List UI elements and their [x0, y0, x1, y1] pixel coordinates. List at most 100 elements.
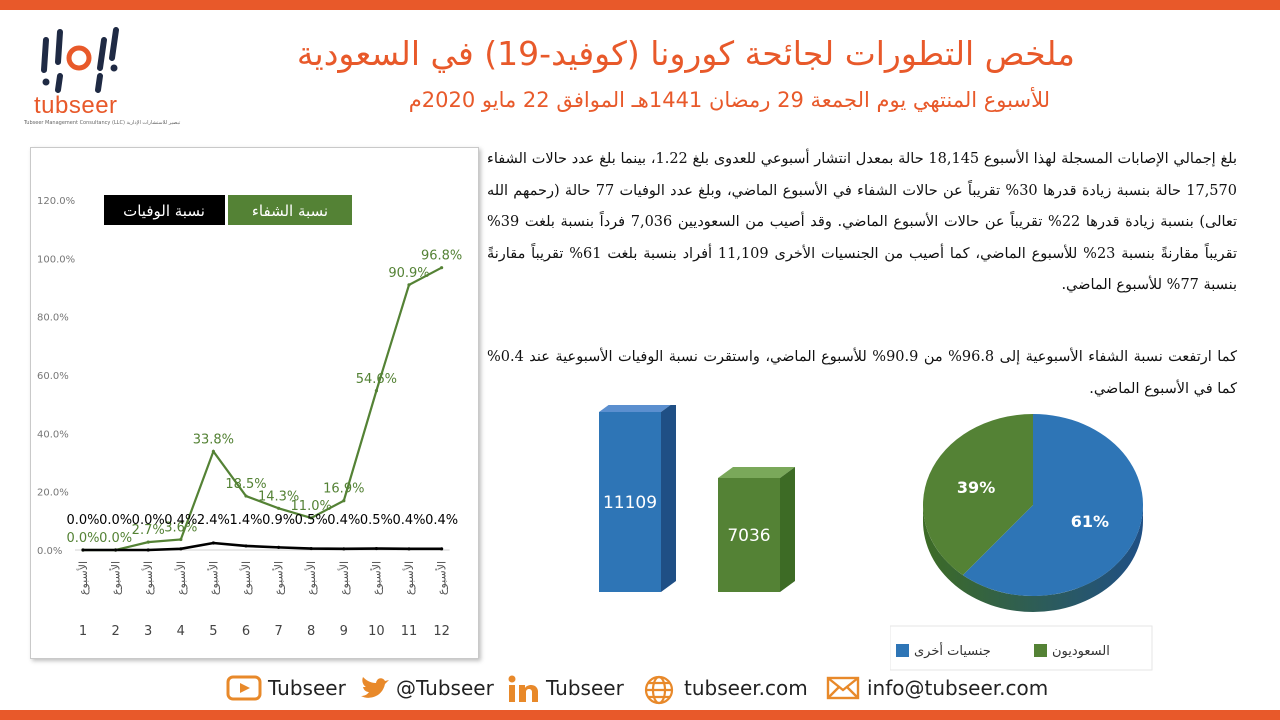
death-rate-point: [244, 544, 248, 548]
legend-death-label: نسبة الوفيات: [123, 202, 205, 220]
death-rate-point: [146, 548, 150, 552]
recovery-rate-point: [244, 494, 248, 498]
x-tick-number: 2: [111, 624, 119, 639]
bar-side-face: [780, 466, 795, 592]
footer-email[interactable]: info@tubseer.com: [867, 676, 1049, 700]
recovery-rate-point: [146, 540, 150, 544]
bottom-border: [0, 710, 1280, 720]
x-tick-number: 6: [242, 624, 250, 639]
x-tick-number: 8: [307, 624, 315, 639]
mail-icon[interactable]: [826, 674, 860, 702]
recovery-rate-point: [277, 506, 281, 510]
death-rate-label: 2.4%: [197, 513, 230, 528]
pie-slice: [923, 414, 1033, 576]
legend-saudi-swatch: [1034, 644, 1047, 657]
x-tick-week-label: الأسبوع: [435, 561, 449, 595]
recovery-rate-label: 18.5%: [225, 477, 266, 492]
x-tick-number: 5: [209, 624, 217, 639]
recovery-rate-point: [440, 266, 444, 270]
death-rate-point: [81, 548, 85, 552]
page-title: ملخص التطورات لجائحة كورونا (كوفيد-19) ف…: [296, 34, 1075, 73]
legend-death-swatch: [104, 195, 225, 225]
recovery-rate-label: 90.9%: [388, 266, 429, 281]
y-tick-label: 80.0%: [37, 313, 69, 324]
footer-twitter-handle[interactable]: @Tubseer: [396, 676, 494, 700]
pie-slice: [962, 414, 1143, 596]
death-rate-line: [83, 541, 442, 552]
brand-name: tubseer: [34, 92, 118, 119]
death-rate-point: [211, 541, 215, 545]
linkedin-icon[interactable]: [507, 674, 541, 704]
death-rate-label: 0.4%: [164, 513, 197, 528]
x-tick-week-label: الأسبوع: [369, 561, 383, 595]
recovery-rate-label: 11.0%: [291, 499, 332, 514]
x-tick-number: 10: [368, 624, 385, 639]
brand-tagline: Tubseer Management Consultancy (LLC) تبص…: [24, 120, 181, 126]
x-tick-number: 7: [274, 624, 282, 639]
x-tick-week-label: الأسبوع: [304, 561, 318, 595]
x-tick-number: 3: [144, 624, 152, 639]
death-rate-point: [114, 548, 118, 552]
death-rate-label: 0.4%: [392, 513, 425, 528]
x-tick-week-label: الأسبوع: [76, 561, 90, 595]
footer-linkedin-handle[interactable]: Tubseer: [546, 676, 624, 700]
youtube-icon[interactable]: [226, 674, 262, 702]
death-rate-label: 0.4%: [425, 513, 458, 528]
death-rate-label: 1.4%: [229, 513, 262, 528]
death-rate-label: 0.9%: [262, 513, 295, 528]
recovery-rate-point: [211, 449, 215, 454]
pie-legend-box: [890, 625, 1153, 671]
bar-top-face: [718, 466, 795, 478]
legend-others-swatch: [896, 644, 909, 657]
y-tick-label: 60.0%: [37, 371, 69, 382]
x-tick-number: 9: [340, 624, 348, 639]
bar-value-label: 7036: [727, 526, 770, 546]
death-rate-label: 0.0%: [66, 513, 99, 528]
twitter-icon[interactable]: [358, 674, 392, 702]
recovery-rate-label: 2.7%: [132, 523, 165, 538]
bar-value-label: 11109: [603, 493, 657, 513]
recovery-rate-label: 14.3%: [258, 489, 299, 504]
bar: [718, 477, 780, 592]
death-rate-point: [407, 547, 411, 551]
footer-youtube-handle[interactable]: Tubseer: [268, 676, 346, 700]
death-rate-point: [179, 547, 183, 551]
recovery-rate-label: 54.6%: [356, 372, 397, 387]
recovery-rate-label: 0.0%: [99, 531, 132, 546]
x-tick-week-label: الأسبوع: [206, 561, 220, 595]
y-tick-label: 40.0%: [37, 429, 69, 440]
recovery-rate-label: 0.0%: [66, 531, 99, 546]
bar: [599, 412, 661, 592]
legend-others-label: جنسيات أخرى: [914, 642, 991, 659]
death-rate-point: [277, 545, 281, 549]
death-rate-label: 0.0%: [132, 513, 165, 528]
x-tick-week-label: الأسبوع: [174, 561, 188, 595]
death-rate-label: 0.0%: [99, 513, 132, 528]
page-subtitle: للأسبوع المنتهي يوم الجمعة 29 رمضان 1441…: [408, 88, 1050, 112]
globe-icon[interactable]: [643, 674, 675, 706]
legend-recovery-swatch: [228, 195, 352, 225]
legend-recovery-label: نسبة الشفاء: [252, 202, 328, 220]
x-tick-week-label: الأسبوع: [239, 561, 253, 595]
x-tick-week-label: الأسبوع: [109, 561, 123, 595]
bar-top-face: [599, 405, 671, 412]
death-rate-point: [342, 547, 346, 551]
death-rate-label: 0.5%: [295, 513, 328, 528]
legend-saudi-label: السعوديون: [1052, 644, 1110, 659]
footer-website[interactable]: tubseer.com: [684, 676, 808, 700]
death-rate-point: [374, 546, 378, 551]
recovery-rate-point: [374, 389, 378, 393]
rates-paragraph: كما ارتفعت نسبة الشفاء الأسبوعية إلى 96.…: [487, 349, 1237, 397]
footer: Tubseer @Tubseer Tubseer tubseer.com inf…: [0, 668, 1280, 708]
y-tick-label: 0.0%: [37, 546, 62, 557]
recovery-rate-point: [179, 537, 183, 542]
y-tick-label: 20.0%: [37, 488, 69, 499]
line-chart-panel: 0.0% 20.0% 40.0% 60.0% 80.0% 100.0% 120.0% 0.0…: [30, 147, 479, 659]
bar-side-face: [661, 405, 676, 592]
summary-paragraph: بلغ إجمالي الإصابات المسجلة لهذا الأسبوع…: [487, 151, 1238, 293]
death-rate-label: 0.5%: [360, 513, 393, 528]
death-rate-point: [440, 547, 444, 551]
x-tick-number: 4: [177, 624, 185, 639]
recovery-rate-label: 96.8%: [421, 249, 462, 264]
